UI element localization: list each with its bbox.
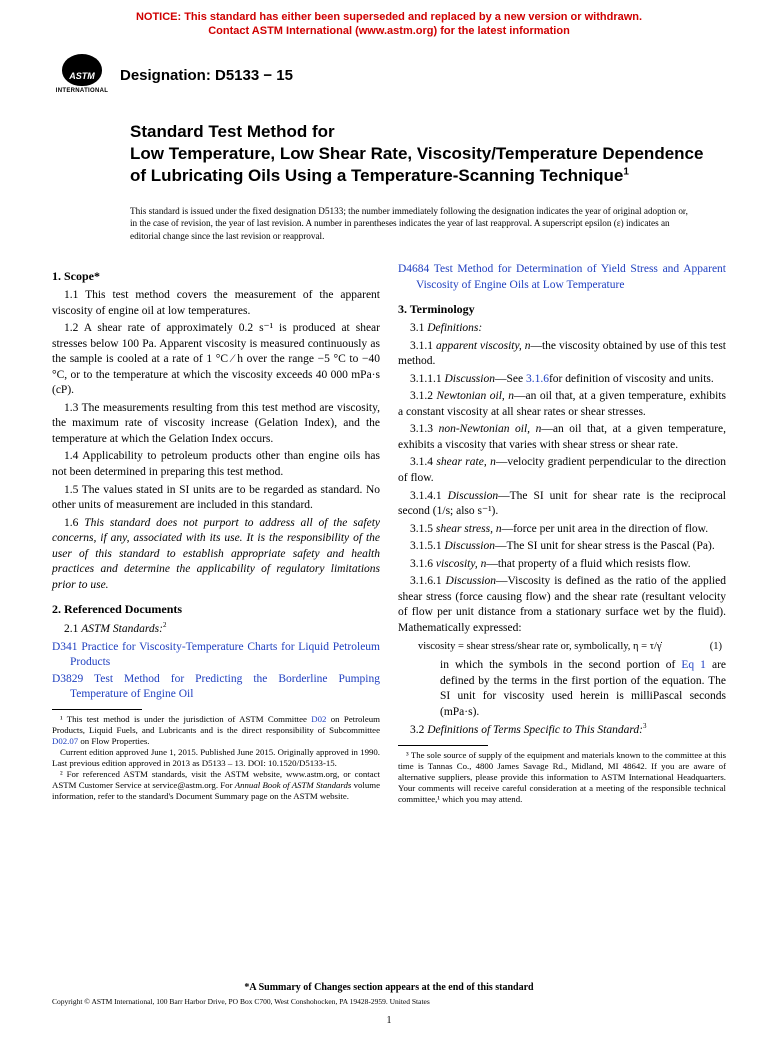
designation: Designation: D5133 − 15 (120, 62, 293, 86)
para-3-1-1-1: 3.1.1.1 Discussion—See 3.1.6for definiti… (398, 372, 726, 388)
body-columns: 1. Scope* 1.1 This test method covers th… (0, 254, 778, 805)
p2-1-pre: 2.1 (64, 623, 81, 635)
para-3-1-6-1: 3.1.6.1 Discussion—Viscosity is defined … (398, 574, 726, 636)
d3111b: for definition of viscosity and units. (549, 373, 714, 385)
footnote-3: ³ The sole source of supply of the equip… (398, 750, 726, 805)
t313: non-Newtonian oil, n (439, 423, 542, 435)
fn1-text: ¹ This test method is under the jurisdic… (52, 714, 380, 746)
p2-1-ital: ASTM Standards: (81, 623, 163, 635)
ref-d3829[interactable]: D3829 Test Method for Predicting the Bor… (52, 672, 380, 703)
para-1-2: 1.2 A shear rate of approximately 0.2 s⁻… (52, 321, 380, 399)
link-eq1[interactable]: Eq 1 (681, 659, 706, 671)
t315: shear stress, n (436, 523, 502, 535)
d3111a: —See (495, 373, 526, 385)
n316: 3.1.6 (410, 558, 436, 570)
n3151: 3.1.5.1 (410, 540, 445, 552)
n311: 3.1.1 (410, 340, 436, 352)
d3151: —The SI unit for shear stress is the Pas… (495, 540, 715, 552)
section-2-head: 2. Referenced Documents (52, 601, 380, 617)
n314: 3.1.4 (410, 456, 436, 468)
para-1-5: 1.5 The values stated in SI units are to… (52, 483, 380, 514)
footnote-rule-right (398, 745, 488, 746)
ref-d4684[interactable]: D4684 Test Method for Determination of Y… (398, 262, 726, 293)
astm-logo: INTERNATIONAL (52, 51, 112, 99)
t3151: Discussion (445, 540, 495, 552)
d315: —force per unit area in the direction of… (502, 523, 709, 535)
left-column: 1. Scope* 1.1 This test method covers th… (52, 260, 380, 805)
footnote-2: ² For referenced ASTM standards, visit t… (52, 769, 380, 802)
ref2-title: Test Method for Predicting the Borderlin… (70, 673, 380, 701)
d316: —that property of a fluid which resists … (486, 558, 690, 570)
para-1-6: 1.6 This standard does not purport to ad… (52, 516, 380, 594)
logo-subtext: INTERNATIONAL (56, 87, 108, 95)
para-3-1-2: 3.1.2 Newtonian oil, n—an oil that, at a… (398, 389, 726, 420)
ref3-title: Test Method for Determination of Yield S… (416, 263, 726, 291)
ref-d341[interactable]: D341 Practice for Viscosity-Temperature … (52, 640, 380, 671)
t312: Newtonian oil, n (436, 390, 514, 402)
globe-icon (62, 54, 102, 86)
notice-line2: Contact ASTM International (www.astm.org… (208, 25, 570, 37)
para-3-1-4: 3.1.4 shear rate, n—velocity gradient pe… (398, 455, 726, 486)
para-1-6-text: This standard does not purport to addres… (52, 517, 380, 591)
para-3-1-4-1: 3.1.4.1 Discussion—The SI unit for shear… (398, 489, 726, 520)
eq-text: viscosity = shear stress/shear rate or, … (418, 640, 662, 654)
footnote-1a: ¹ This test method is under the jurisdic… (52, 714, 380, 747)
n32: 3.2 (410, 724, 427, 736)
section-1-head: 1. Scope* (52, 268, 380, 284)
eq-num: (1) (710, 640, 722, 654)
page-number: 1 (52, 1014, 726, 1028)
equation-1: viscosity = shear stress/shear rate or, … (398, 640, 726, 654)
title-block: Standard Test Method for Low Temperature… (0, 99, 778, 195)
title-line2: Low Temperature, Low Shear Rate, Viscosi… (130, 144, 703, 185)
ref1-title: Practice for Viscosity-Temperature Chart… (70, 641, 380, 669)
t3111: Discussion (445, 373, 495, 385)
n315: 3.1.5 (410, 523, 436, 535)
t32: Definitions of Terms Specific to This St… (427, 724, 643, 736)
footnote-rule-left (52, 709, 142, 710)
para-2-1: 2.1 ASTM Standards:2 (52, 621, 380, 637)
n3141: 3.1.4.1 (410, 490, 448, 502)
para-1-1: 1.1 This test method covers the measurem… (52, 288, 380, 319)
n313: 3.1.3 (410, 423, 439, 435)
para-1-3: 1.3 The measurements resulting from this… (52, 401, 380, 448)
para-3-1: 3.1 Definitions: (398, 321, 726, 337)
para-3-1-5-1: 3.1.5.1 Discussion—The SI unit for shear… (398, 539, 726, 555)
section-3-head: 3. Terminology (398, 301, 726, 317)
ref1-code: D341 (52, 641, 78, 653)
para-3-1-5: 3.1.5 shear stress, n—force per unit are… (398, 522, 726, 538)
t311: apparent viscosity, n (436, 340, 531, 352)
p2-1-sup: 2 (163, 621, 167, 629)
t3161: Discussion (446, 575, 496, 587)
ref2-code: D3829 (52, 673, 83, 685)
s32: 3 (643, 722, 647, 730)
t314: shear rate, n (436, 456, 495, 468)
header-row: INTERNATIONAL Designation: D5133 − 15 (0, 43, 778, 99)
ref3-code: D4684 (398, 263, 429, 275)
adoption-note: This standard is issued under the fixed … (0, 195, 778, 254)
eq-follow: in which the symbols in the second porti… (440, 658, 726, 720)
n3161: 3.1.6.1 (410, 575, 446, 587)
copyright: Copyright © ASTM International, 100 Barr… (52, 997, 726, 1007)
para-3-1-3: 3.1.3 non-Newtonian oil, n—an oil that, … (398, 422, 726, 453)
para-3-1-1: 3.1.1 apparent viscosity, n—the viscosit… (398, 339, 726, 370)
t3141: Discussion (448, 490, 498, 502)
para-3-1-6: 3.1.6 viscosity, n—that property of a fl… (398, 557, 726, 573)
footnote-1b: Current edition approved June 1, 2015. P… (52, 747, 380, 769)
n312: 3.1.2 (410, 390, 436, 402)
right-column: D4684 Test Method for Determination of Y… (398, 260, 726, 805)
notice-line1: NOTICE: This standard has either been su… (136, 11, 642, 23)
para-3-2: 3.2 Definitions of Terms Specific to Thi… (398, 722, 726, 738)
title-line1: Standard Test Method for (130, 122, 335, 141)
n3111: 3.1.1.1 (410, 373, 445, 385)
para-1-4: 1.4 Applicability to petroleum products … (52, 449, 380, 480)
title-sup: 1 (623, 166, 629, 177)
t316: viscosity, n (436, 558, 486, 570)
changes-note: *A Summary of Changes section appears at… (52, 975, 726, 995)
page-footer: *A Summary of Changes section appears at… (0, 975, 778, 1027)
link-316[interactable]: 3.1.6 (526, 373, 549, 385)
supersede-notice: NOTICE: This standard has either been su… (0, 0, 778, 43)
